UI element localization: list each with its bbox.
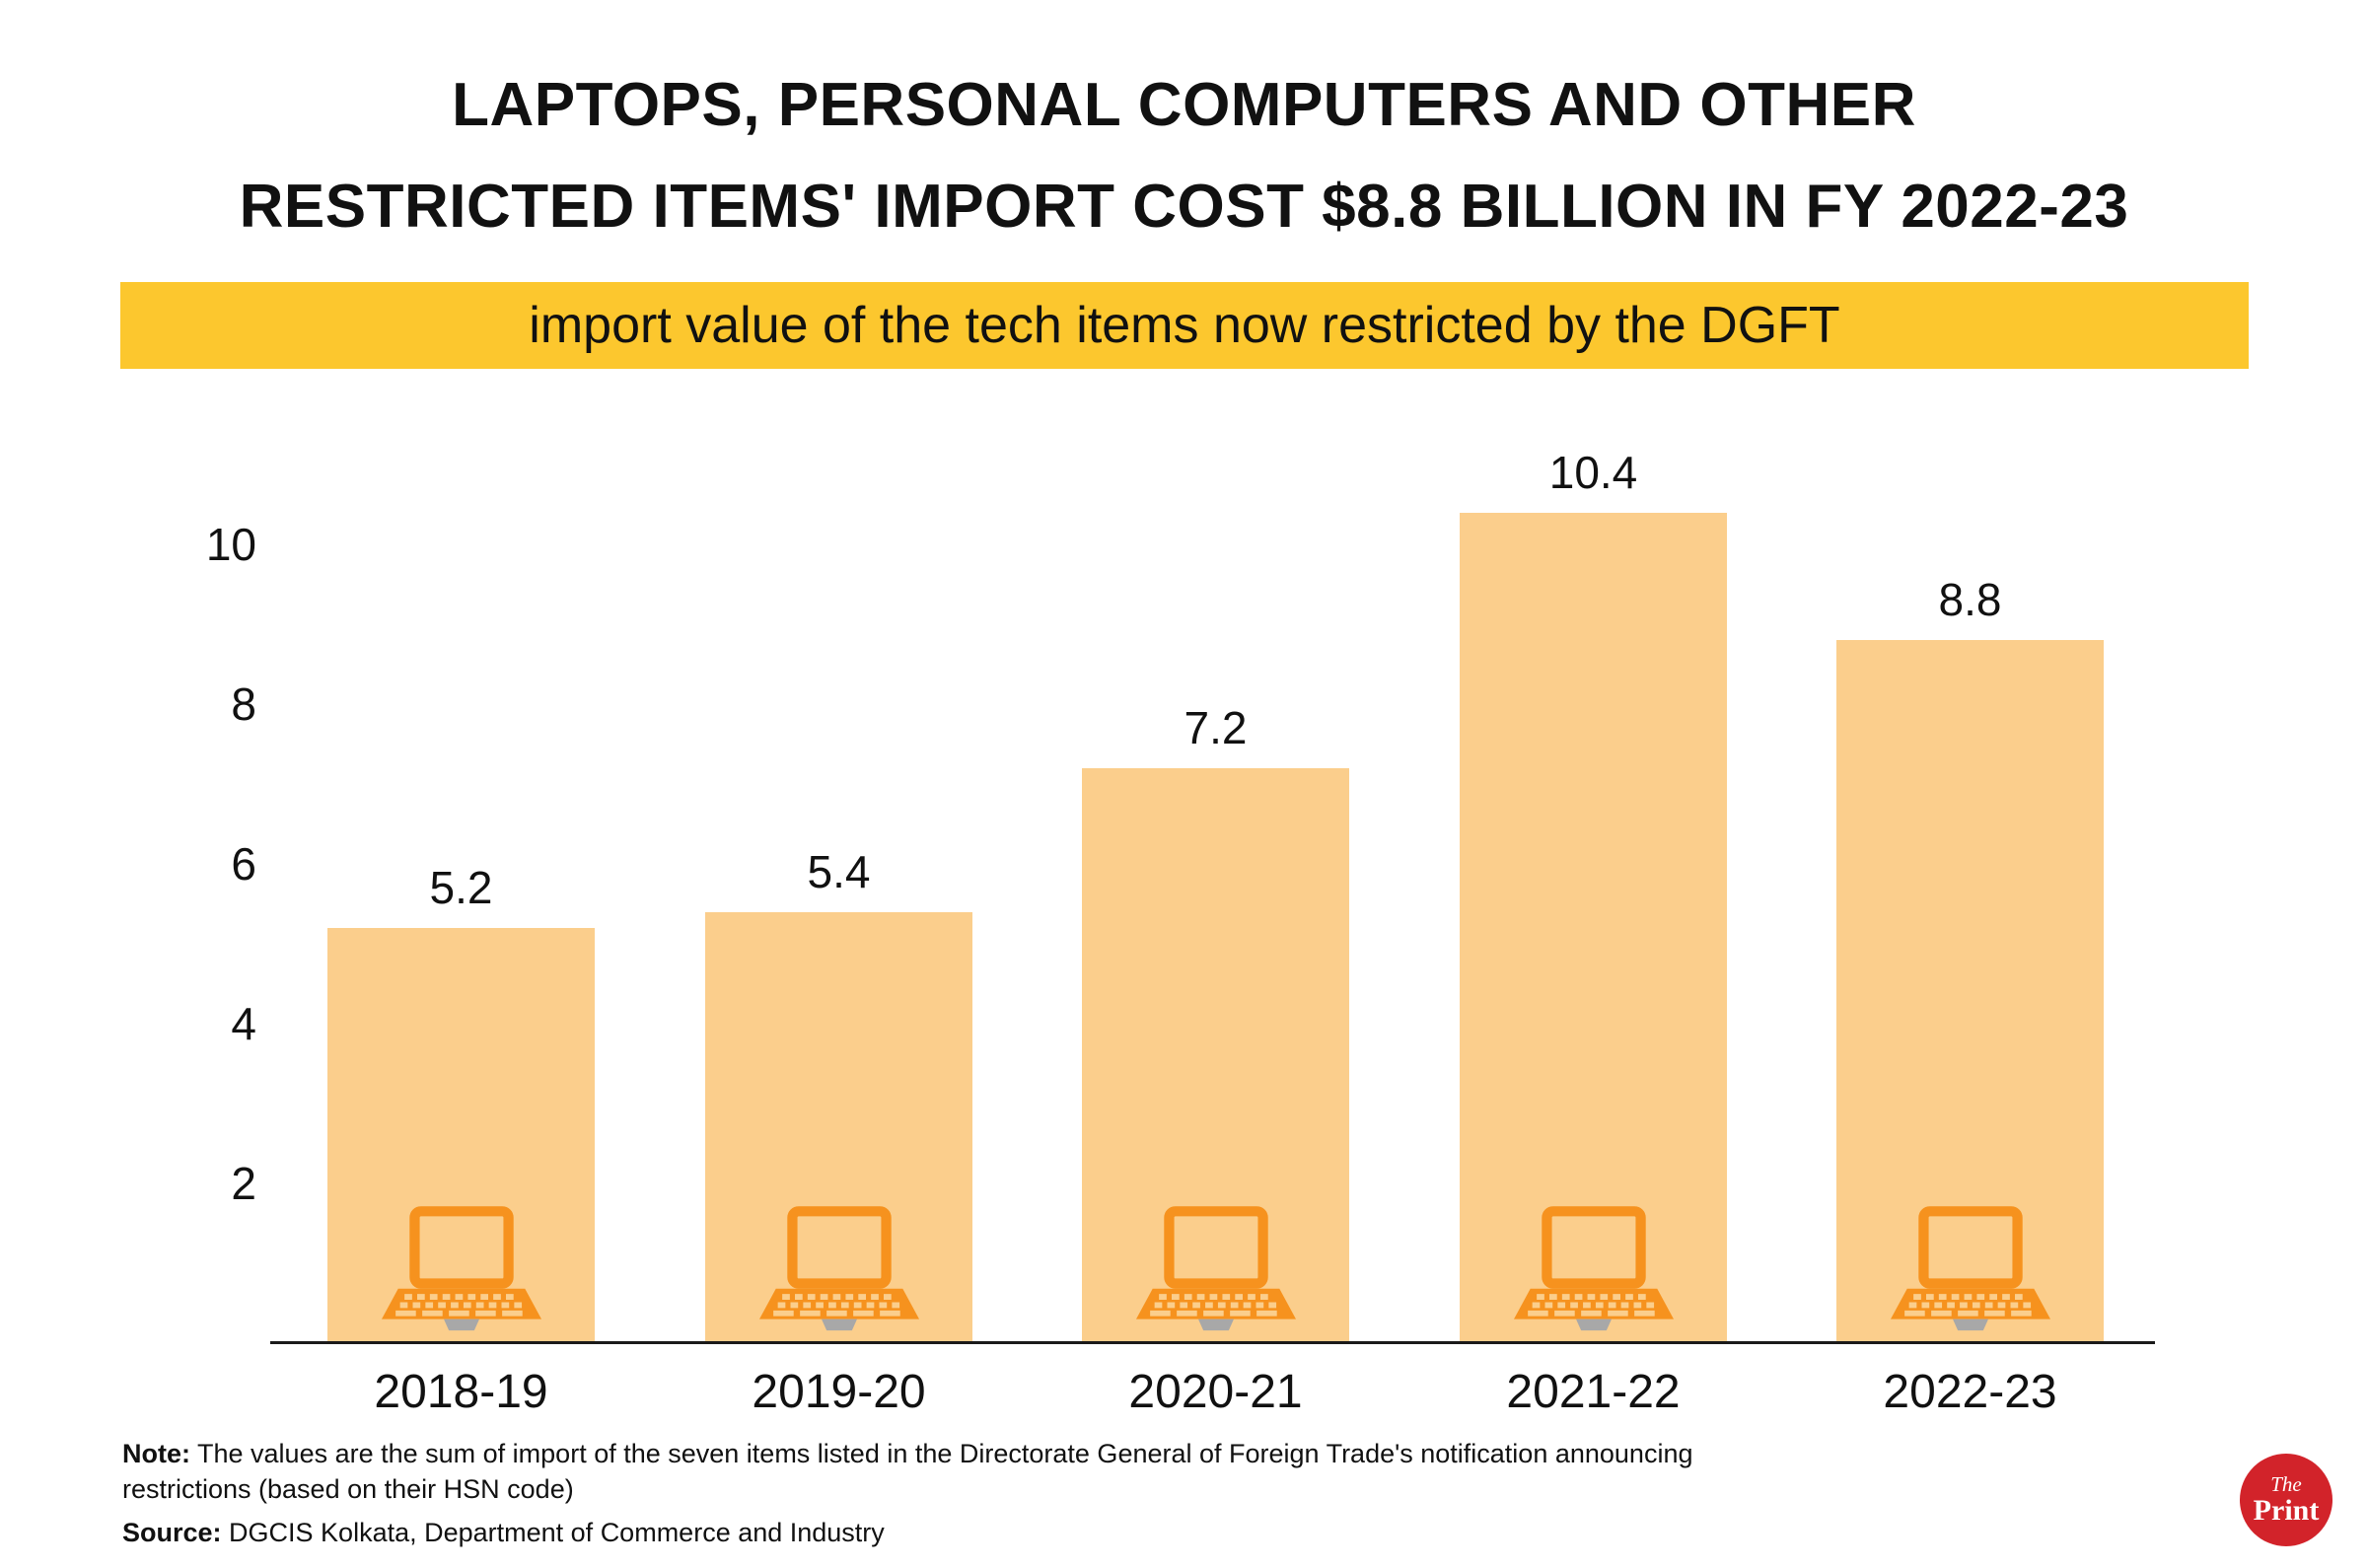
laptop-icon [373,1206,550,1338]
source-text: DGCIS Kolkata, Department of Commerce an… [221,1518,885,1548]
y-axis-tick-label: 8 [231,678,256,730]
x-axis-label: 2020-21 [1128,1366,1303,1418]
x-axis-label: 2021-22 [1506,1366,1681,1418]
laptop-icon [1882,1206,2059,1338]
bar: 7.2 [1082,702,1349,1343]
note-label: Note: [122,1439,190,1468]
laptop-icon [751,1206,928,1338]
chart-title-line1: LAPTOPS, PERSONAL COMPUTERS AND OTHER [452,71,1916,139]
theprint-logo: The Print [2240,1454,2332,1546]
laptop-icon [1505,1206,1683,1338]
laptop-icon [1127,1206,1305,1338]
bar: 5.2 [327,862,595,1343]
x-axis-label: 2019-20 [752,1366,926,1418]
y-axis-tick-label: 6 [231,838,256,890]
bar-value-label: 5.4 [807,846,871,897]
chart-title-line2: RESTRICTED ITEMS' IMPORT COST $8.8 BILLI… [239,172,2129,241]
y-axis-tick-label: 10 [205,519,256,570]
chart-note: Note: The values are the sum of import o… [122,1436,1799,1507]
bar-value-label: 10.4 [1548,447,1638,498]
chart-subtitle: import value of the tech items now restr… [529,297,1840,354]
x-axis-line [270,1341,2155,1344]
chart-source: Source: DGCIS Kolkata, Department of Com… [122,1515,1799,1550]
chart-title: LAPTOPS, PERSONAL COMPUTERS AND OTHER RE… [0,55,2368,258]
logo-line2: Print [2253,1493,2320,1527]
bar: 5.4 [705,846,972,1343]
note-text: The values are the sum of import of the … [122,1439,1693,1505]
x-axis-label: 2018-19 [374,1366,548,1418]
chart-subtitle-banner: import value of the tech items now restr… [120,282,2249,369]
bar-value-label: 7.2 [1184,702,1248,753]
logo-line1: The [2270,1471,2302,1496]
y-axis-tick-label: 2 [231,1158,256,1209]
bar-value-label: 5.2 [429,862,493,913]
bar: 8.8 [1836,574,2104,1343]
source-label: Source: [122,1518,222,1548]
chart-footer: Note: The values are the sum of import o… [122,1436,1799,1559]
bar: 10.4 [1460,447,1727,1343]
y-axis-tick-label: 4 [231,998,256,1049]
bar-value-label: 8.8 [1938,574,2002,625]
x-axis-label: 2022-23 [1883,1366,2057,1418]
